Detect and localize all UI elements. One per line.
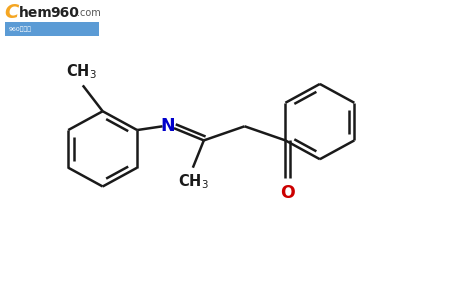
Text: O: O [281,184,295,202]
Text: 960化工网: 960化工网 [9,27,32,32]
Text: N: N [161,117,175,135]
Text: 960: 960 [50,6,79,20]
Text: hem: hem [18,6,52,20]
Text: .com: .com [77,8,100,18]
Text: CH$_3$: CH$_3$ [66,62,97,81]
FancyBboxPatch shape [5,22,99,36]
Text: CH$_3$: CH$_3$ [179,172,209,191]
Text: C: C [5,4,19,23]
